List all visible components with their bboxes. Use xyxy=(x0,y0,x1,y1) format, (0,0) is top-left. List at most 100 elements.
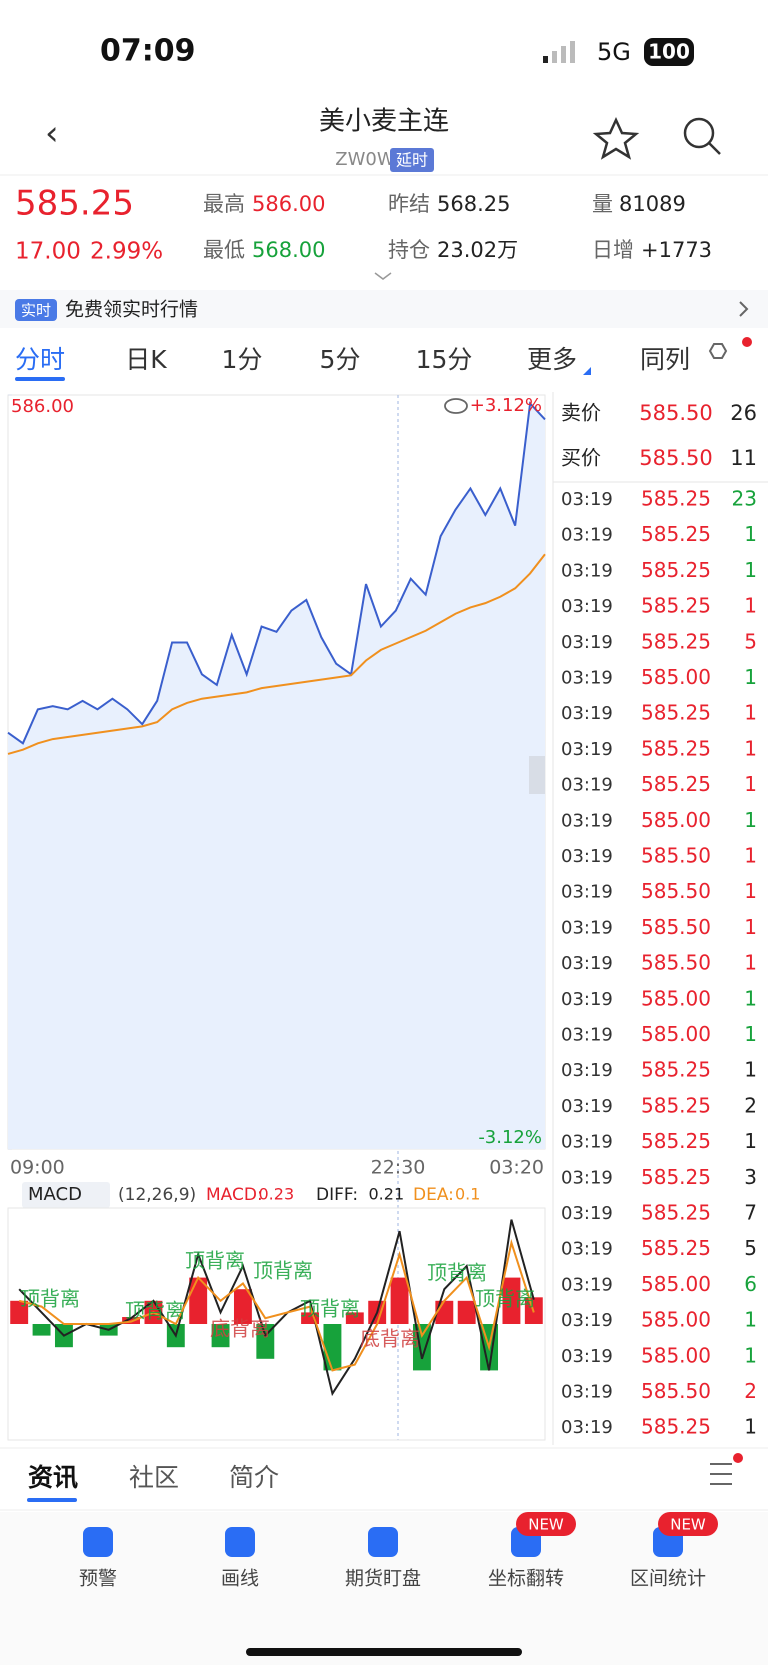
trade-volume: 1 xyxy=(744,1058,757,1082)
indicator-value: 0.23 xyxy=(259,1185,295,1204)
tab[interactable]: 15分 xyxy=(416,345,473,374)
banner-text[interactable]: 免费领实时行情 xyxy=(65,299,198,321)
tool-label[interactable]: 画线 xyxy=(221,1568,259,1590)
book-volume: 26 xyxy=(730,401,757,425)
trade-price: 585.00 xyxy=(641,1308,711,1332)
trade-price: 585.50 xyxy=(641,915,711,939)
macd-bar xyxy=(457,1300,476,1324)
trade-price: 585.00 xyxy=(641,665,711,689)
tool-label[interactable]: 区间统计 xyxy=(630,1568,706,1590)
battery-level: 100 xyxy=(648,40,690,64)
field-value: 23.02万 xyxy=(437,238,518,262)
series-line xyxy=(7,401,546,745)
tab[interactable]: 分时 xyxy=(15,345,65,374)
indicator-select[interactable] xyxy=(22,1182,110,1208)
macd-bar xyxy=(435,1300,454,1324)
trade-time: 03:19 xyxy=(561,668,613,689)
x-tick-label: 03:20 xyxy=(489,1157,544,1179)
trade-time: 03:19 xyxy=(561,953,613,974)
signal xyxy=(543,41,575,63)
divergence-label: 顶背离 xyxy=(185,1249,245,1273)
tab[interactable]: 同列 xyxy=(640,345,690,374)
book-price: 585.50 xyxy=(639,401,712,425)
tool-label[interactable]: 预警 xyxy=(79,1568,117,1590)
last-price: 585.25 xyxy=(15,184,134,224)
indicator-value: 0.21 xyxy=(369,1185,405,1204)
badge: NEW xyxy=(528,1516,564,1534)
book-label: 买价 xyxy=(561,446,601,470)
divergence-label: 顶背离 xyxy=(20,1287,80,1311)
trade-time: 03:19 xyxy=(561,1310,613,1331)
search-icon[interactable] xyxy=(683,117,715,149)
tab-indicator xyxy=(27,1498,77,1502)
trade-volume: 1 xyxy=(744,844,757,868)
tool-label[interactable]: 坐标翻转 xyxy=(488,1568,564,1590)
macd-bar xyxy=(32,1324,51,1336)
divergence-label: 顶背离 xyxy=(427,1261,487,1285)
badge: NEW xyxy=(670,1516,706,1534)
trade-price: 585.00 xyxy=(641,986,711,1010)
field-label: 量 xyxy=(592,192,613,216)
pct-label: +3.12% xyxy=(470,395,542,416)
tab[interactable]: 5分 xyxy=(320,345,361,374)
trade-price: 585.50 xyxy=(641,1379,711,1403)
trade-time: 03:19 xyxy=(561,917,613,938)
tab-indicator xyxy=(15,377,65,381)
tag-bg xyxy=(390,148,434,172)
tool-icon[interactable] xyxy=(83,1527,113,1557)
divergence-label: 底背离 xyxy=(210,1317,270,1341)
tool-icon[interactable] xyxy=(225,1527,255,1557)
macd-bar xyxy=(233,1289,252,1324)
macd-bar xyxy=(256,1324,275,1359)
divergence-label: 底背离 xyxy=(360,1327,420,1351)
tab[interactable]: 日K xyxy=(125,345,167,374)
side-handle[interactable] xyxy=(529,756,545,794)
dot xyxy=(742,337,752,347)
settings-icon[interactable] xyxy=(708,343,728,359)
trade-price: 585.00 xyxy=(641,808,711,832)
back-button[interactable]: ‹ xyxy=(45,114,59,154)
network: 5G xyxy=(597,38,631,66)
trade-price: 585.50 xyxy=(641,951,711,975)
trade-time: 03:19 xyxy=(561,1417,613,1438)
trade-time: 03:19 xyxy=(561,775,613,796)
menu-icon[interactable] xyxy=(710,1463,732,1485)
trade-time: 03:19 xyxy=(561,1025,613,1046)
trade-price: 585.25 xyxy=(641,701,711,725)
tool-label[interactable]: 期货盯盘 xyxy=(345,1568,421,1590)
favorite-icon[interactable] xyxy=(592,117,640,160)
trade-volume: 1 xyxy=(744,1022,757,1046)
trade-time: 03:19 xyxy=(561,1274,613,1295)
trade-time: 03:19 xyxy=(561,1132,613,1153)
expand-icon[interactable] xyxy=(374,272,392,280)
trade-price: 585.25 xyxy=(641,1058,711,1082)
field-label: 昨结 xyxy=(388,192,430,216)
banner-tag-bg xyxy=(15,299,57,321)
divergence-label: 顶背离 xyxy=(300,1297,360,1321)
tab[interactable]: 更多 xyxy=(527,345,577,374)
bottom-tab[interactable]: 简介 xyxy=(229,1463,279,1492)
trade-volume: 1 xyxy=(744,594,757,618)
trade-time: 03:19 xyxy=(561,846,613,867)
field-value: 81089 xyxy=(619,192,686,216)
chevron[interactable] xyxy=(739,301,749,317)
eye-icon[interactable] xyxy=(444,398,468,414)
indicator-label: MACD: xyxy=(206,1185,263,1205)
field-value: +1773 xyxy=(641,238,712,262)
indicator-value: 0.1 xyxy=(455,1185,480,1204)
trade-time: 03:19 xyxy=(561,1060,613,1081)
trade-time: 03:19 xyxy=(561,596,613,617)
bottom-tab[interactable]: 资讯 xyxy=(28,1463,78,1492)
status-time: 07:09 xyxy=(100,34,196,69)
trade-price: 585.25 xyxy=(641,772,711,796)
trade-volume: 1 xyxy=(744,665,757,689)
trade-time: 03:19 xyxy=(561,560,613,581)
tab[interactable]: 1分 xyxy=(222,345,263,374)
banner-bg xyxy=(0,290,768,328)
trade-volume: 1 xyxy=(744,736,757,760)
badge-bg xyxy=(516,1512,576,1536)
macd-bar xyxy=(345,1312,364,1324)
tool-icon[interactable] xyxy=(368,1527,398,1557)
bottom-tab[interactable]: 社区 xyxy=(129,1463,179,1492)
